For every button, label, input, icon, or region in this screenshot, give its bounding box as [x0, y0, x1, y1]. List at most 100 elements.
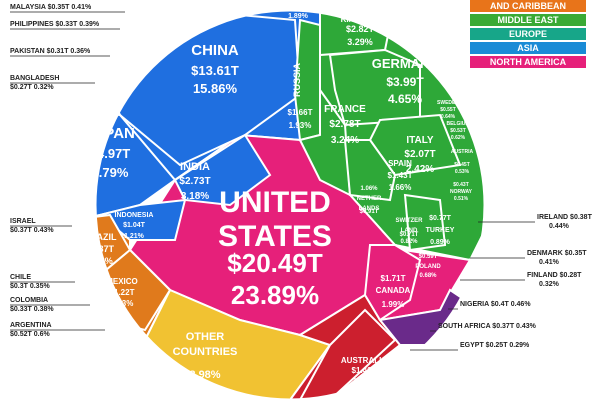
country-label-china: CHINA: [191, 42, 239, 59]
external-label-colombia: COLOMBIA: [10, 297, 48, 304]
country-label-poland: POLAND: [415, 264, 441, 270]
external-label-israel: ISRAEL: [10, 218, 36, 225]
country-share-united-states: 23.89%: [231, 280, 319, 310]
country-share-poland: 0.68%: [419, 273, 437, 279]
external-label-south-africa: SOUTH AFRICA $0.37T 0.43%: [438, 323, 537, 330]
country-label-sweden: SWEDEN: [437, 100, 459, 106]
country-share-austria: 0.53%: [455, 169, 470, 175]
country-share-brazil: 2.18%: [87, 256, 113, 266]
country-label-canada: CANADA: [376, 286, 411, 295]
country-value-spain: $1.43T: [388, 171, 413, 180]
legend: AND CARIBBEAN MIDDLE EAST EUROPE ASIA NO…: [470, 0, 586, 70]
country-share-netherlands: 1.06%: [360, 186, 378, 192]
country-label-indonesia: INDONESIA: [115, 212, 154, 219]
legend-item: MIDDLE EAST: [470, 14, 586, 26]
country-label-united-kingdom: UNITED: [345, 3, 375, 12]
country-value-norway: $0.43T: [453, 182, 469, 188]
country-label-italy: ITALY: [406, 135, 434, 146]
country-cell-italy: [368, 113, 462, 177]
country-value-switzerland: $0.71T: [400, 232, 419, 238]
country-cell-spain: [343, 139, 397, 202]
country-share-china: 15.86%: [193, 81, 238, 96]
country-value-united-states: $20.49T: [227, 248, 323, 278]
country-label-iran: IRAN: [54, 166, 67, 172]
external-label-bangladesh: BANGLADESH: [10, 75, 59, 82]
country-value-china: $13.61T: [191, 63, 239, 78]
country-label-united-states: UNITED: [219, 186, 331, 219]
external-label-philippines: PHILIPPINES $0.33T 0.39%: [10, 21, 100, 28]
country-share-norway: 0.51%: [454, 196, 469, 202]
country-value-australia: $1.43T: [352, 366, 377, 375]
country-value-uae: $0.41T: [66, 186, 82, 192]
country-share-uae: 0.48%: [67, 200, 82, 206]
country-value-turkey: $0.77T: [429, 215, 452, 222]
country-value-italy: $2.07T: [404, 149, 435, 160]
country-label-saudi-arabia: ARABIA: [52, 147, 72, 153]
country-label-other-countries: COUNTRIES: [173, 346, 238, 358]
country-label-turkey: TURKEY: [426, 227, 455, 234]
country-share-iran: 0.53%: [53, 180, 68, 186]
country-label-france: FRANCE: [324, 104, 366, 115]
country-label-netherlands: NETHER: [357, 196, 382, 202]
country-cell-france: [298, 86, 352, 197]
country-cell-australia: [298, 308, 397, 400]
external-label-nigeria: NIGERIA $0.4T 0.46%: [460, 301, 531, 308]
external-label-detail-chile: $0.3T 0.35%: [10, 283, 50, 290]
country-share-france: 3.24%: [331, 135, 359, 146]
external-label-detail-denmark: 0.41%: [539, 259, 560, 266]
country-share-turkey: 0.89%: [430, 239, 451, 246]
country-label-switzerland: LAND: [401, 228, 418, 234]
external-label-egypt: EGYPT $0.25T 0.29%: [460, 342, 530, 349]
country-label-spain: SPAIN: [388, 159, 412, 168]
external-label-detail-colombia: $0.33T 0.38%: [10, 306, 54, 313]
country-share-belgium: 0.62%: [451, 135, 466, 141]
country-share-italy: 2.42%: [406, 164, 434, 175]
country-cell-indonesia: [97, 198, 187, 241]
country-label-india: INDIA: [180, 161, 210, 173]
country-label-mexico: MEXICO: [106, 277, 138, 286]
country-share-india: 3.18%: [181, 191, 209, 202]
country-share-mexico: 1.43%: [111, 299, 134, 308]
country-share-spain: 1.66%: [389, 183, 412, 192]
country-share-other-countries: 8.98%: [189, 369, 220, 381]
country-share-saudi-arabia: 0.91%: [55, 133, 70, 139]
legend-item: AND CARIBBEAN: [470, 0, 586, 12]
country-label-other-countries: OTHER: [186, 331, 225, 343]
country-value-germany: $3.99T: [386, 75, 424, 89]
country-value-canada: $1.71T: [381, 274, 406, 283]
country-value-netherlands: $0.91T: [360, 209, 379, 215]
legend-item: ASIA: [470, 42, 586, 54]
external-label-finland: FINLAND $0.28T: [527, 272, 582, 279]
country-value-russia: $1.66T: [288, 108, 313, 117]
external-label-argentina: ARGENTINA: [10, 322, 52, 329]
country-label-austria: AUSTRIA: [451, 149, 474, 155]
country-label-united-kingdom: KINGDOM: [341, 15, 380, 24]
external-label-detail-ireland: 0.44%: [549, 223, 570, 230]
country-value-saudi-arabia: $0.78T: [54, 153, 70, 159]
external-label-pakistan: PAKISTAN $0.31T 0.36%: [10, 48, 91, 55]
country-share-switzerland: 0.82%: [400, 239, 418, 245]
country-share-russia: 1.93%: [289, 121, 312, 130]
country-label-germany: GERMANY: [372, 56, 439, 71]
top-fragment-value: $1.62T: [287, 2, 310, 9]
external-label-chile: CHILE: [10, 274, 31, 281]
legend-item: EUROPE: [470, 28, 586, 40]
country-value-india: $2.73T: [179, 176, 210, 187]
country-value-poland: $0.59T: [419, 254, 438, 260]
country-label-belgium: BELGIUM: [446, 121, 469, 127]
country-share-indonesia: 1.21%: [124, 233, 145, 240]
country-label-norway: NORWAY: [450, 189, 473, 195]
country-value-united-kingdom: $2.82T: [346, 24, 375, 34]
external-label-ireland: IRELAND $0.38T: [537, 214, 593, 221]
external-label-detail-israel: $0.37T 0.43%: [10, 227, 54, 234]
country-share-germany: 4.65%: [388, 92, 422, 106]
external-label-detail-bangladesh: $0.27T 0.32%: [10, 84, 54, 91]
country-label-brazil: BRAZIL: [84, 232, 117, 242]
country-share-japan: 5.79%: [92, 165, 129, 180]
country-share-canada: 1.99%: [382, 300, 405, 309]
country-label-uae: UAE: [69, 193, 80, 199]
external-label-detail-argentina: $0.52T 0.6%: [10, 331, 50, 338]
country-label-australia: AUSTRALIA: [341, 356, 387, 365]
country-share-sweden: 0.64%: [441, 114, 456, 120]
